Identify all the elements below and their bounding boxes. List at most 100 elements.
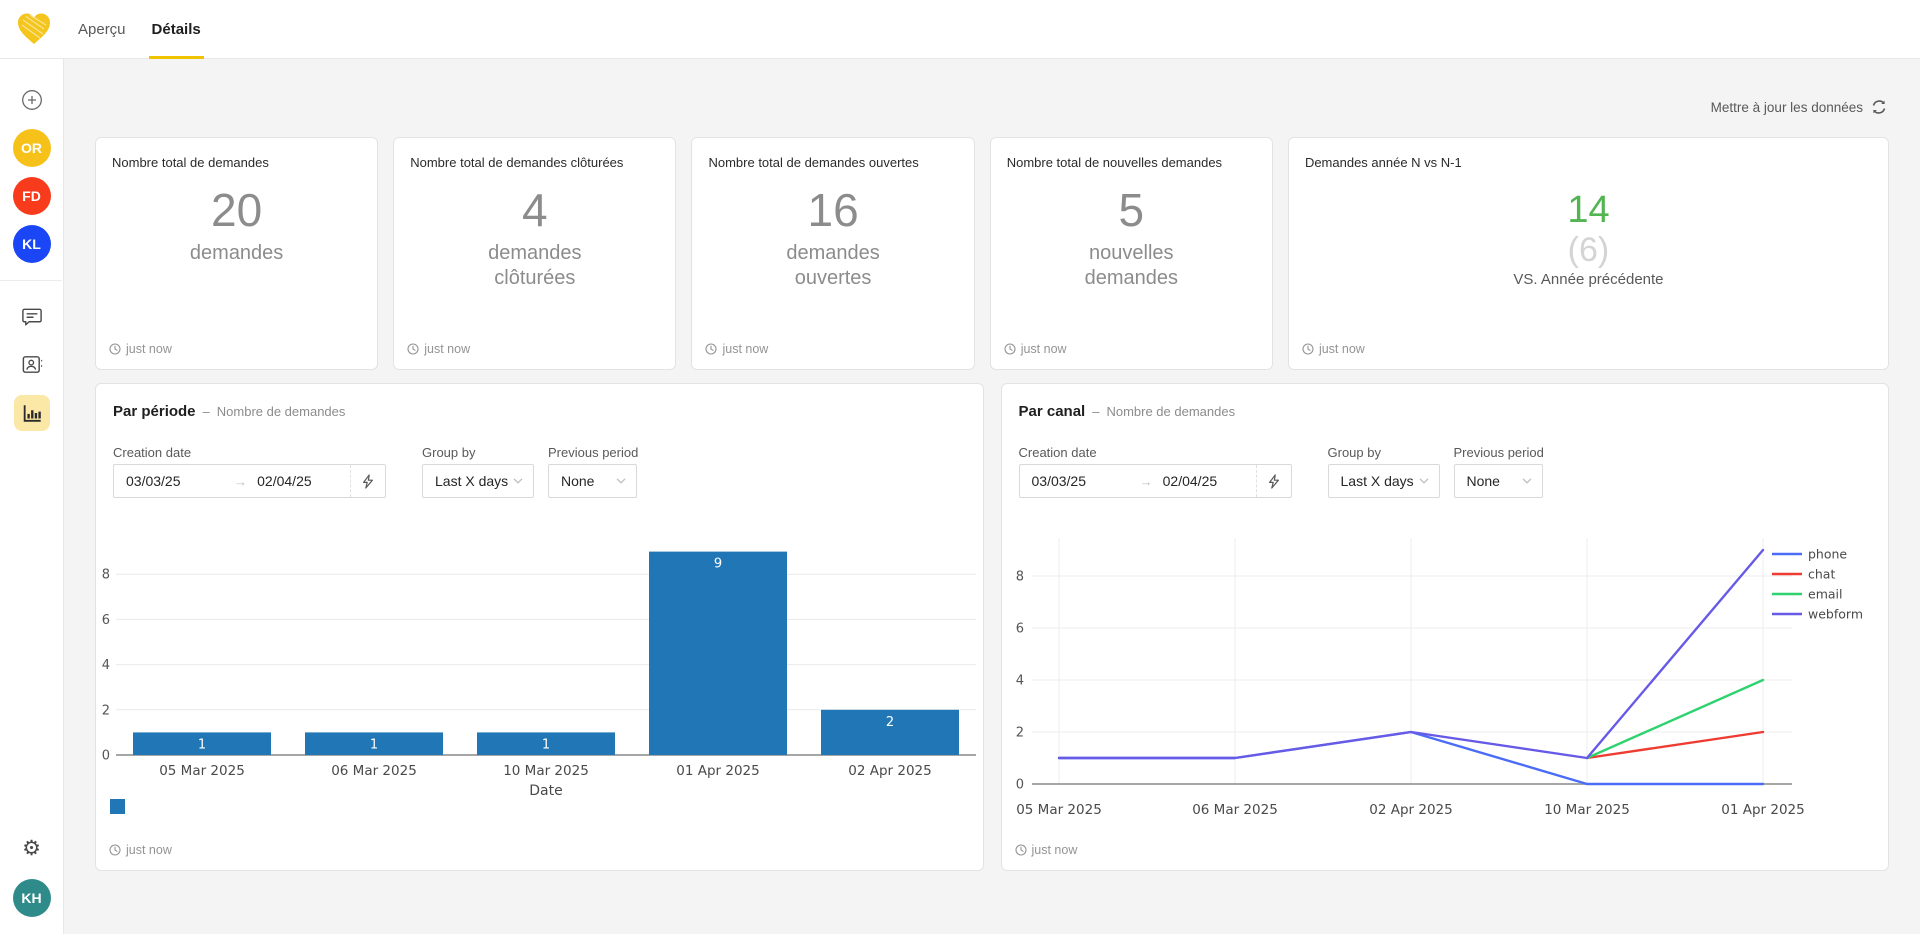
group-by-label: Group by <box>422 445 476 460</box>
stat-cards-row: Nombre total de demandes 20 demandes jus… <box>95 137 1889 370</box>
range-arrow-icon: → <box>234 473 248 489</box>
series-line-webform <box>1057 548 1764 760</box>
stat-label: VS. Année précédente <box>1513 271 1664 289</box>
stat-card-closed: Nombre total de demandes clôturées 4 dem… <box>393 137 677 370</box>
stat-value-previous-year: (6) <box>1567 230 1610 269</box>
panel-title: Par canal <box>1018 403 1086 420</box>
previous-period-select[interactable]: None <box>548 464 637 498</box>
sidebar-item-contacts[interactable] <box>20 353 43 376</box>
date-presets-button[interactable] <box>350 465 385 497</box>
date-range-input[interactable]: 03/03/25 → 02/04/25 <box>1018 464 1292 498</box>
workspace-avatar-or[interactable]: OR <box>12 129 51 167</box>
bar-01 Apr 2025 <box>649 551 787 755</box>
y-tick-label: 0 <box>1015 778 1023 793</box>
panel-subtitle: Nombre de demandes <box>1106 404 1236 419</box>
y-tick-label: 2 <box>102 703 110 718</box>
chart-panels-row: Par période – Nombre de demandes Creatio… <box>95 383 1889 871</box>
legend-item-chat[interactable]: chat <box>1771 567 1835 582</box>
app-logo-heart-icon[interactable] <box>13 8 55 50</box>
last-updated: just now <box>705 342 768 356</box>
active-nav-highlight <box>13 395 50 431</box>
y-tick-label: 6 <box>102 613 110 628</box>
stat-card-title: Nombre total de nouvelles demandes <box>1006 155 1223 170</box>
previous-period-label: Previous period <box>548 445 639 460</box>
chevron-down-icon <box>1522 478 1531 484</box>
last-updated: just now <box>1004 342 1067 356</box>
stat-card-total: Nombre total de demandes 20 demandes jus… <box>95 137 379 370</box>
series-line-chat <box>1585 730 1764 760</box>
active-tab-underline <box>148 56 204 59</box>
bar-05 Mar 2025 <box>133 732 271 755</box>
avatar: KH <box>12 879 51 917</box>
workspace-avatar-fd[interactable]: FD <box>12 177 51 215</box>
stat-card-new: Nombre total de nouvelles demandes 5 nou… <box>989 137 1273 370</box>
settings-button[interactable]: ⚙ <box>22 838 41 859</box>
legend-label: chat <box>1808 567 1835 582</box>
group-by-value: Last X days <box>1340 473 1414 489</box>
panel-subtitle: Nombre de demandes <box>216 404 346 419</box>
add-workspace-button[interactable] <box>21 89 43 111</box>
stat-value-current-year: 14 <box>1567 189 1610 231</box>
legend-item-phone[interactable]: phone <box>1771 547 1847 562</box>
x-tick-label: 10 Mar 2025 <box>503 763 589 779</box>
legend-item-webform[interactable]: webform <box>1771 607 1863 622</box>
y-tick-label: 6 <box>1015 622 1023 637</box>
bar-06 Mar 2025 <box>305 732 443 755</box>
stat-value: 4 <box>522 184 548 236</box>
sidebar-item-analytics-active[interactable] <box>13 395 50 431</box>
bar-chart-legend-swatch[interactable] <box>110 799 125 814</box>
x-tick-label: 05 Mar 2025 <box>1016 802 1102 818</box>
group-by-value: Last X days <box>435 473 509 489</box>
avatar: KL <box>12 225 51 263</box>
date-presets-button[interactable] <box>1255 465 1291 497</box>
stat-value: 16 <box>807 184 859 236</box>
date-start-value: 03/03/25 <box>1031 473 1087 489</box>
clock-icon <box>705 343 718 355</box>
stat-label: demandes <box>189 241 284 264</box>
stat-label: demandes ouvertes <box>786 241 880 289</box>
panel-par-periode: Par période – Nombre de demandes Creatio… <box>95 383 984 871</box>
main-tabs: Aperçu Détails <box>78 0 204 59</box>
legend-label: email <box>1808 587 1842 602</box>
group-by-select[interactable]: Last X days <box>422 464 534 498</box>
date-start-value: 03/03/25 <box>126 473 181 489</box>
bar-chart: 0 2 4 6 8 1 05 Mar 2025 1 06 Mar 2025 1 10 Mar 202… <box>102 551 976 799</box>
contacts-icon <box>22 356 42 373</box>
legend-label: webform <box>1808 607 1863 622</box>
topbar: Aperçu Détails <box>0 0 1920 59</box>
legend-item-email[interactable]: email <box>1771 587 1842 602</box>
stat-card-open: Nombre total de demandes ouvertes 16 dem… <box>691 137 975 370</box>
clock-icon <box>109 844 121 856</box>
tab-apercu[interactable]: Aperçu <box>78 0 126 59</box>
workspace-avatar-kl[interactable]: KL <box>12 225 51 263</box>
stat-card-year-vs: Demandes année N vs N-1 14 (6) VS. Année… <box>1287 137 1889 370</box>
tab-details[interactable]: Détails <box>148 0 204 59</box>
bar-chart-icon <box>23 405 41 422</box>
thunderbolt-icon <box>1268 473 1279 489</box>
previous-period-value: None <box>1466 473 1500 489</box>
last-updated: just now <box>109 843 172 857</box>
previous-period-value: None <box>561 473 595 489</box>
sidebar-item-conversations[interactable] <box>20 305 43 328</box>
y-tick-label: 8 <box>1015 570 1023 585</box>
user-avatar-kh[interactable]: KH <box>12 879 51 917</box>
series-line-email <box>1585 678 1764 760</box>
creation-date-label: Creation date <box>1018 445 1097 460</box>
previous-period-select[interactable]: None <box>1453 464 1543 498</box>
date-range-input[interactable]: 03/03/25 → 02/04/25 <box>113 464 386 498</box>
stat-card-title: Demandes année N vs N-1 <box>1304 155 1462 170</box>
previous-period-label: Previous period <box>1453 445 1544 460</box>
x-tick-label: 06 Mar 2025 <box>1192 802 1278 818</box>
refresh-icon <box>1872 100 1886 114</box>
bar-value-label: 1 <box>198 737 206 752</box>
group-by-select[interactable]: Last X days <box>1327 464 1440 498</box>
x-axis-title: Date <box>529 783 562 799</box>
sidebar-divider <box>0 280 62 281</box>
refresh-data-button[interactable]: Mettre à jour les données <box>1711 99 1887 115</box>
x-tick-label: 02 Apr 2025 <box>848 763 931 779</box>
panel-title: Par période <box>113 403 196 420</box>
group-by-label: Group by <box>1327 445 1381 460</box>
stat-card-title: Nombre total de demandes clôturées <box>410 155 624 170</box>
panel-separator: – <box>202 404 210 419</box>
x-tick-label: 06 Mar 2025 <box>331 763 417 779</box>
